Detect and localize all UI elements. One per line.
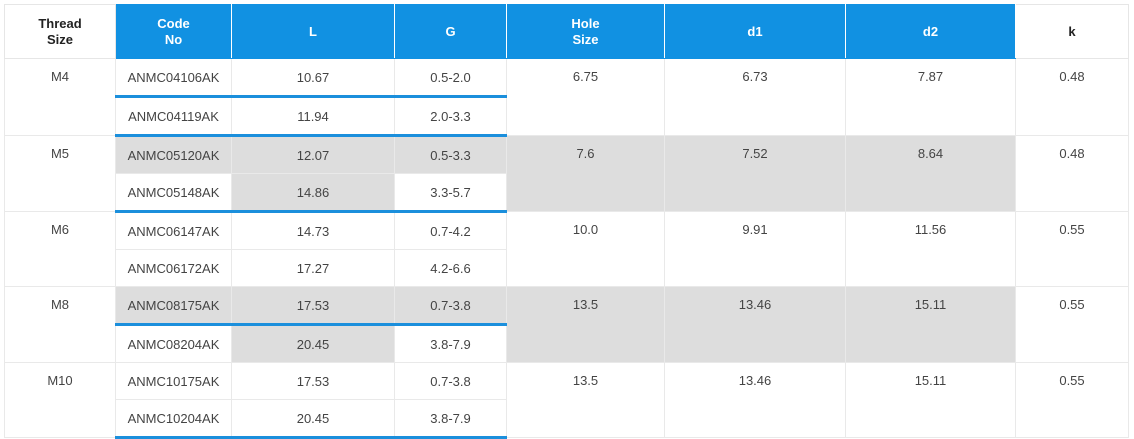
table-row: ANMC06172AK 17.27 4.2-6.6 <box>5 249 1129 287</box>
code-cell: ANMC04119AK <box>115 96 232 137</box>
header-l: L <box>231 4 395 59</box>
hole-size-cell: 13.5 <box>506 362 665 438</box>
code-cell: ANMC10204AK <box>115 399 232 439</box>
g-cell: 3.8-7.9 <box>394 399 507 439</box>
k-cell: 0.55 <box>1015 362 1129 438</box>
d2-cell: 7.87 <box>845 58 1016 136</box>
thread-size-cell: M6 <box>4 211 116 287</box>
code-cell: ANMC06172AK <box>115 249 232 287</box>
l-cell: 14.86 <box>231 173 395 213</box>
l-cell: 20.45 <box>231 324 395 363</box>
hole-size-cell: 13.5 <box>506 286 665 363</box>
g-cell: 3.8-7.9 <box>394 324 507 363</box>
table-row: ANMC10204AK 20.45 3.8-7.9 <box>5 399 1129 439</box>
d2-cell: 15.11 <box>845 286 1016 363</box>
header-row: Thread Size Code No L G Hole Size d1 d2 … <box>4 4 1129 59</box>
l-cell: 12.07 <box>231 135 395 174</box>
header-k: k <box>1015 4 1129 59</box>
d2-cell: 15.11 <box>845 362 1016 438</box>
k-cell: 0.48 <box>1015 135 1129 212</box>
code-cell: ANMC04106AK <box>115 58 232 98</box>
l-cell: 17.53 <box>231 286 395 326</box>
g-cell: 4.2-6.6 <box>394 249 507 287</box>
d2-cell: 8.64 <box>845 135 1016 212</box>
g-cell: 0.7-3.8 <box>394 286 507 326</box>
l-cell: 10.67 <box>231 58 395 98</box>
thread-size-cell: M4 <box>4 58 116 136</box>
g-cell: 2.0-3.3 <box>394 96 507 137</box>
l-cell: 17.53 <box>231 362 395 400</box>
hole-size-cell: 7.6 <box>506 135 665 212</box>
l-cell: 20.45 <box>231 399 395 439</box>
table-row: ANMC04119AK 11.94 2.0-3.3 <box>5 96 1129 137</box>
code-cell: ANMC05120AK <box>115 135 232 174</box>
k-cell: 0.55 <box>1015 286 1129 363</box>
d1-cell: 9.91 <box>664 211 846 287</box>
table-row: M4 ANMC04106AK 10.67 0.5-2.0 6.75 6.73 7… <box>4 58 1129 136</box>
d1-cell: 7.52 <box>664 135 846 212</box>
hole-size-cell: 10.0 <box>506 211 665 287</box>
table-row: M5 ANMC05120AK 12.07 0.5-3.3 7.6 7.52 8.… <box>4 135 1129 212</box>
table-row: M8 ANMC08175AK 17.53 0.7-3.8 13.5 13.46 … <box>4 286 1129 363</box>
g-cell: 0.7-3.8 <box>394 362 507 400</box>
code-cell: ANMC08175AK <box>115 286 232 326</box>
g-cell: 0.5-2.0 <box>394 58 507 98</box>
table-row: ANMC08204AK 20.45 3.8-7.9 <box>5 324 1129 363</box>
hole-size-cell: 6.75 <box>506 58 665 136</box>
g-cell: 0.5-3.3 <box>394 135 507 174</box>
header-d2: d2 <box>845 4 1016 59</box>
l-cell: 14.73 <box>231 211 395 250</box>
header-hole-size: Hole Size <box>506 4 665 59</box>
l-cell: 17.27 <box>231 249 395 287</box>
l-cell: 11.94 <box>231 96 395 137</box>
d1-cell: 6.73 <box>664 58 846 136</box>
d2-cell: 11.56 <box>845 211 1016 287</box>
thread-size-cell: M8 <box>4 286 116 363</box>
header-thread-size: Thread Size <box>4 4 116 59</box>
g-cell: 3.3-5.7 <box>394 173 507 213</box>
header-g: G <box>394 4 507 59</box>
product-spec-table: Thread Size Code No L G Hole Size d1 d2 … <box>4 4 1129 439</box>
d1-cell: 13.46 <box>664 286 846 363</box>
header-d1: d1 <box>664 4 846 59</box>
table-row: M10 ANMC10175AK 17.53 0.7-3.8 13.5 13.46… <box>4 362 1129 438</box>
code-cell: ANMC06147AK <box>115 211 232 250</box>
table-row: ANMC05148AK 14.86 3.3-5.7 <box>5 173 1129 213</box>
table-row: M6 ANMC06147AK 14.73 0.7-4.2 10.0 9.91 1… <box>4 211 1129 287</box>
code-cell: ANMC08204AK <box>115 324 232 363</box>
thread-size-cell: M10 <box>4 362 116 438</box>
code-cell: ANMC10175AK <box>115 362 232 400</box>
d1-cell: 13.46 <box>664 362 846 438</box>
g-cell: 0.7-4.2 <box>394 211 507 250</box>
thread-size-cell: M5 <box>4 135 116 212</box>
k-cell: 0.48 <box>1015 58 1129 136</box>
k-cell: 0.55 <box>1015 211 1129 287</box>
code-cell: ANMC05148AK <box>115 173 232 213</box>
header-code-no: Code No <box>115 4 232 59</box>
